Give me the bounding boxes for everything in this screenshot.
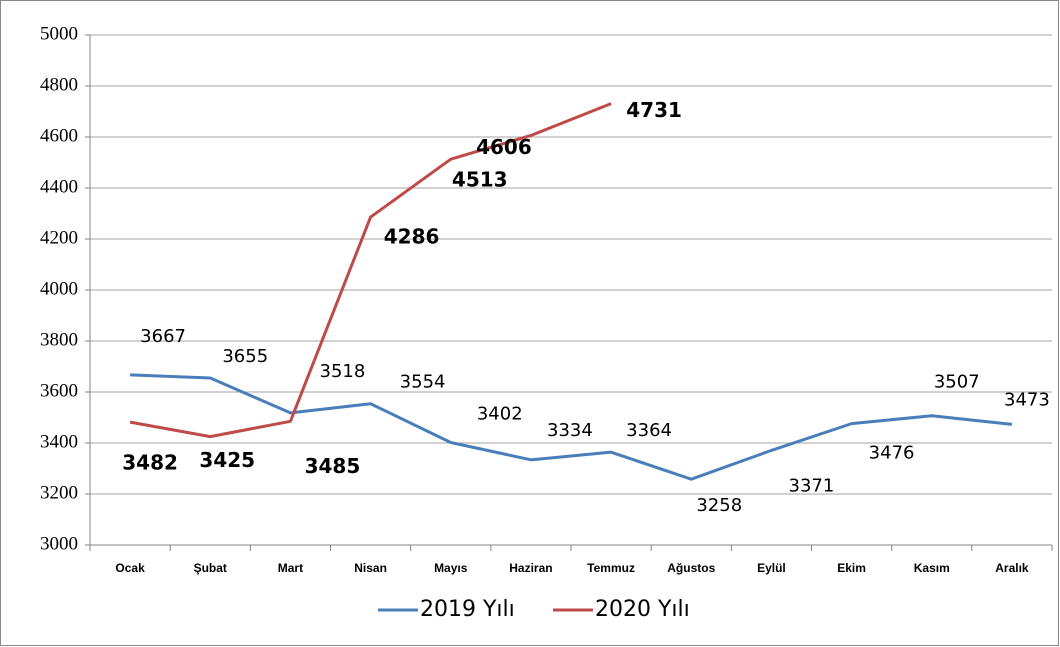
- x-tick-label: Eylül: [757, 561, 786, 575]
- y-tick-label: 3400: [40, 431, 78, 452]
- x-tick-label: Ocak: [115, 561, 145, 575]
- data-label: 3485: [305, 454, 361, 478]
- y-tick-label: 4200: [40, 227, 78, 248]
- data-label: 4731: [626, 98, 682, 122]
- y-tick-label: 3800: [40, 329, 78, 350]
- x-tick-label: Nisan: [354, 561, 387, 575]
- y-tick-label: 4000: [40, 278, 78, 299]
- x-tick-label: Mayıs: [434, 561, 468, 575]
- x-tick-label: Ekim: [837, 561, 866, 575]
- data-label: 4606: [476, 135, 532, 159]
- x-tick-label: Temmuz: [587, 561, 635, 575]
- x-tick-label: Aralık: [995, 561, 1029, 575]
- x-tick-label: Haziran: [509, 561, 552, 575]
- y-tick-label: 4400: [40, 176, 78, 197]
- data-label: 3476: [869, 443, 915, 464]
- data-label: 3425: [199, 448, 255, 472]
- legend-label: 2019 Yılı: [420, 597, 515, 622]
- y-tick-label: 5000: [40, 23, 78, 44]
- data-label: 3482: [122, 451, 178, 475]
- data-label: 3371: [789, 475, 835, 496]
- series-line: [129, 102, 612, 439]
- data-label: 3518: [320, 361, 366, 382]
- y-tick-label: 4800: [40, 74, 78, 95]
- data-label: 3554: [400, 372, 446, 393]
- data-label: 3402: [477, 403, 523, 424]
- x-tick-label: Mart: [278, 561, 303, 575]
- data-label: 3258: [696, 495, 742, 516]
- y-tick-label: 3600: [40, 380, 78, 401]
- data-label: 4286: [384, 225, 440, 249]
- y-tick-label: 4600: [40, 125, 78, 146]
- data-label: 3334: [547, 420, 593, 441]
- data-label: 3507: [934, 372, 980, 393]
- series-line: [130, 373, 1013, 481]
- data-label: 3667: [140, 326, 186, 347]
- data-label: 3655: [222, 346, 268, 367]
- x-tick-label: Ağustos: [667, 561, 715, 575]
- x-tick-label: Kasım: [914, 561, 950, 575]
- x-tick-label: Şubat: [194, 561, 227, 575]
- data-label: 3364: [626, 420, 672, 441]
- legend-label: 2020 Yılı: [595, 597, 690, 622]
- data-label: 4513: [452, 168, 508, 192]
- y-tick-label: 3200: [40, 482, 78, 503]
- y-tick-label: 3000: [40, 533, 78, 554]
- data-label: 3473: [1004, 389, 1050, 410]
